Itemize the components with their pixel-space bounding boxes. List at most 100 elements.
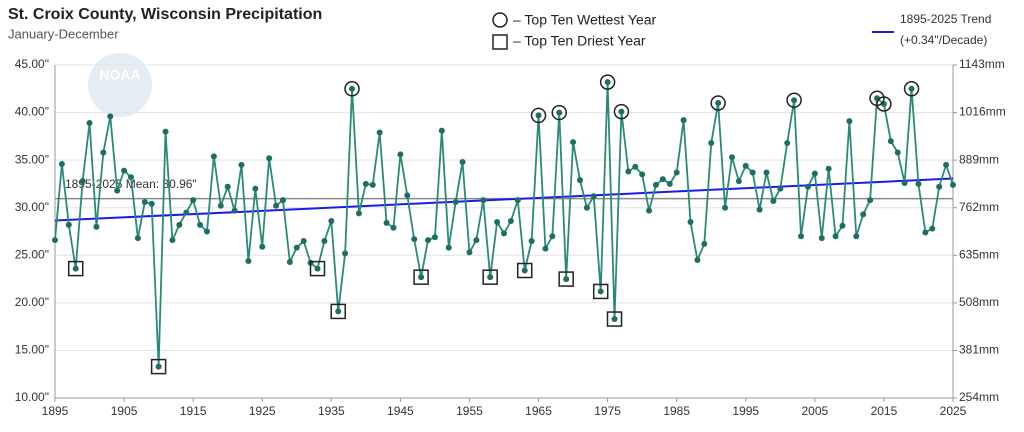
data-point: [335, 308, 342, 315]
data-point: [770, 198, 777, 205]
data-point: [273, 202, 280, 209]
data-point: [321, 238, 328, 245]
data-point: [811, 170, 818, 177]
data-point: [217, 202, 224, 209]
data-point: [480, 197, 487, 204]
y2-tick-label: 381mm: [959, 343, 999, 357]
data-point: [252, 185, 259, 192]
data-point: [494, 218, 501, 225]
y-tick-label: 45.00": [15, 57, 49, 71]
data-point: [203, 228, 210, 235]
wettest-marker: [530, 107, 547, 124]
data-point: [197, 221, 204, 228]
data-point: [722, 204, 729, 211]
data-point: [466, 249, 473, 256]
data-point: [411, 236, 418, 243]
data-point: [425, 237, 432, 244]
data-point: [65, 221, 72, 228]
x-tick-label: 1905: [111, 404, 138, 418]
data-point: [701, 240, 708, 247]
data-point: [846, 118, 853, 125]
data-point: [259, 243, 266, 250]
legend-circle: [492, 12, 508, 28]
driest-marker: [309, 260, 326, 277]
data-point: [673, 169, 680, 176]
data-point: [867, 197, 874, 204]
data-point: [473, 237, 480, 244]
logo-text: NOAA: [99, 67, 140, 83]
data-point: [127, 174, 134, 181]
x-tick-label: 1945: [387, 404, 414, 418]
data-point: [445, 244, 452, 251]
data-point: [887, 138, 894, 145]
driest-marker: [516, 262, 533, 279]
data-point: [397, 151, 404, 158]
data-point: [563, 276, 570, 283]
driest-marker: [482, 269, 498, 285]
data-point: [328, 218, 335, 225]
data-point: [784, 140, 791, 147]
data-point: [72, 265, 79, 272]
data-point: [114, 187, 121, 194]
data-point: [286, 258, 293, 265]
data-point: [155, 363, 162, 370]
data-point: [514, 197, 521, 204]
data-point: [362, 180, 369, 187]
data-point: [107, 113, 114, 120]
data-point: [549, 233, 556, 240]
data-point: [639, 171, 646, 178]
data-point: [162, 128, 169, 135]
chart-title: St. Croix County, Wisconsin Precipitatio…: [8, 6, 322, 23]
data-point: [818, 235, 825, 242]
data-point: [52, 237, 58, 244]
legend-label: – Top Ten Driest Year: [513, 33, 646, 49]
x-tick-label: 1985: [663, 404, 690, 418]
data-point: [355, 210, 362, 217]
data-point: [894, 149, 901, 156]
y-tick-label: 40.00": [15, 105, 49, 119]
data-point: [943, 161, 950, 168]
data-point: [632, 163, 639, 170]
x-tick-label: 2015: [871, 404, 898, 418]
data-point: [459, 159, 466, 166]
legend-square: [492, 34, 508, 50]
data-point: [597, 288, 604, 295]
y-tick-label: 25.00": [15, 247, 49, 261]
data-point: [542, 245, 549, 252]
data-point: [922, 229, 929, 236]
y2-tick-label: 1143mm: [959, 57, 1005, 71]
driest-marker: [606, 311, 623, 327]
data-point: [652, 181, 659, 188]
data-point: [521, 267, 528, 274]
y-tick-label: 35.00": [15, 152, 49, 166]
data-point: [687, 218, 694, 225]
data-point: [777, 185, 784, 192]
data-point: [611, 316, 618, 323]
y2-tick-label: 254mm: [959, 390, 999, 404]
driest-marker: [558, 271, 574, 287]
chart-subtitle: January-December: [8, 26, 119, 41]
data-point: [791, 97, 798, 104]
data-point: [245, 257, 252, 264]
data-point: [210, 153, 217, 160]
data-point: [659, 176, 666, 183]
y-tick-label: 20.00": [15, 295, 49, 309]
data-point: [383, 219, 390, 226]
data-point: [266, 155, 273, 162]
logo-circle: [88, 53, 152, 117]
wettest-marker: [344, 81, 360, 97]
data-point: [404, 192, 411, 199]
data-point: [79, 178, 86, 185]
data-point: [763, 169, 770, 176]
data-point: [749, 169, 756, 176]
data-point: [756, 206, 763, 213]
x-tick-label: 2005: [801, 404, 828, 418]
data-point: [390, 224, 397, 231]
data-point: [570, 139, 577, 146]
x-tick-label: 1915: [180, 404, 207, 418]
data-point: [169, 237, 176, 244]
driest-marker: [413, 269, 429, 285]
wettest-marker: [551, 104, 568, 121]
series-line: [54, 82, 954, 367]
data-point: [832, 233, 839, 240]
